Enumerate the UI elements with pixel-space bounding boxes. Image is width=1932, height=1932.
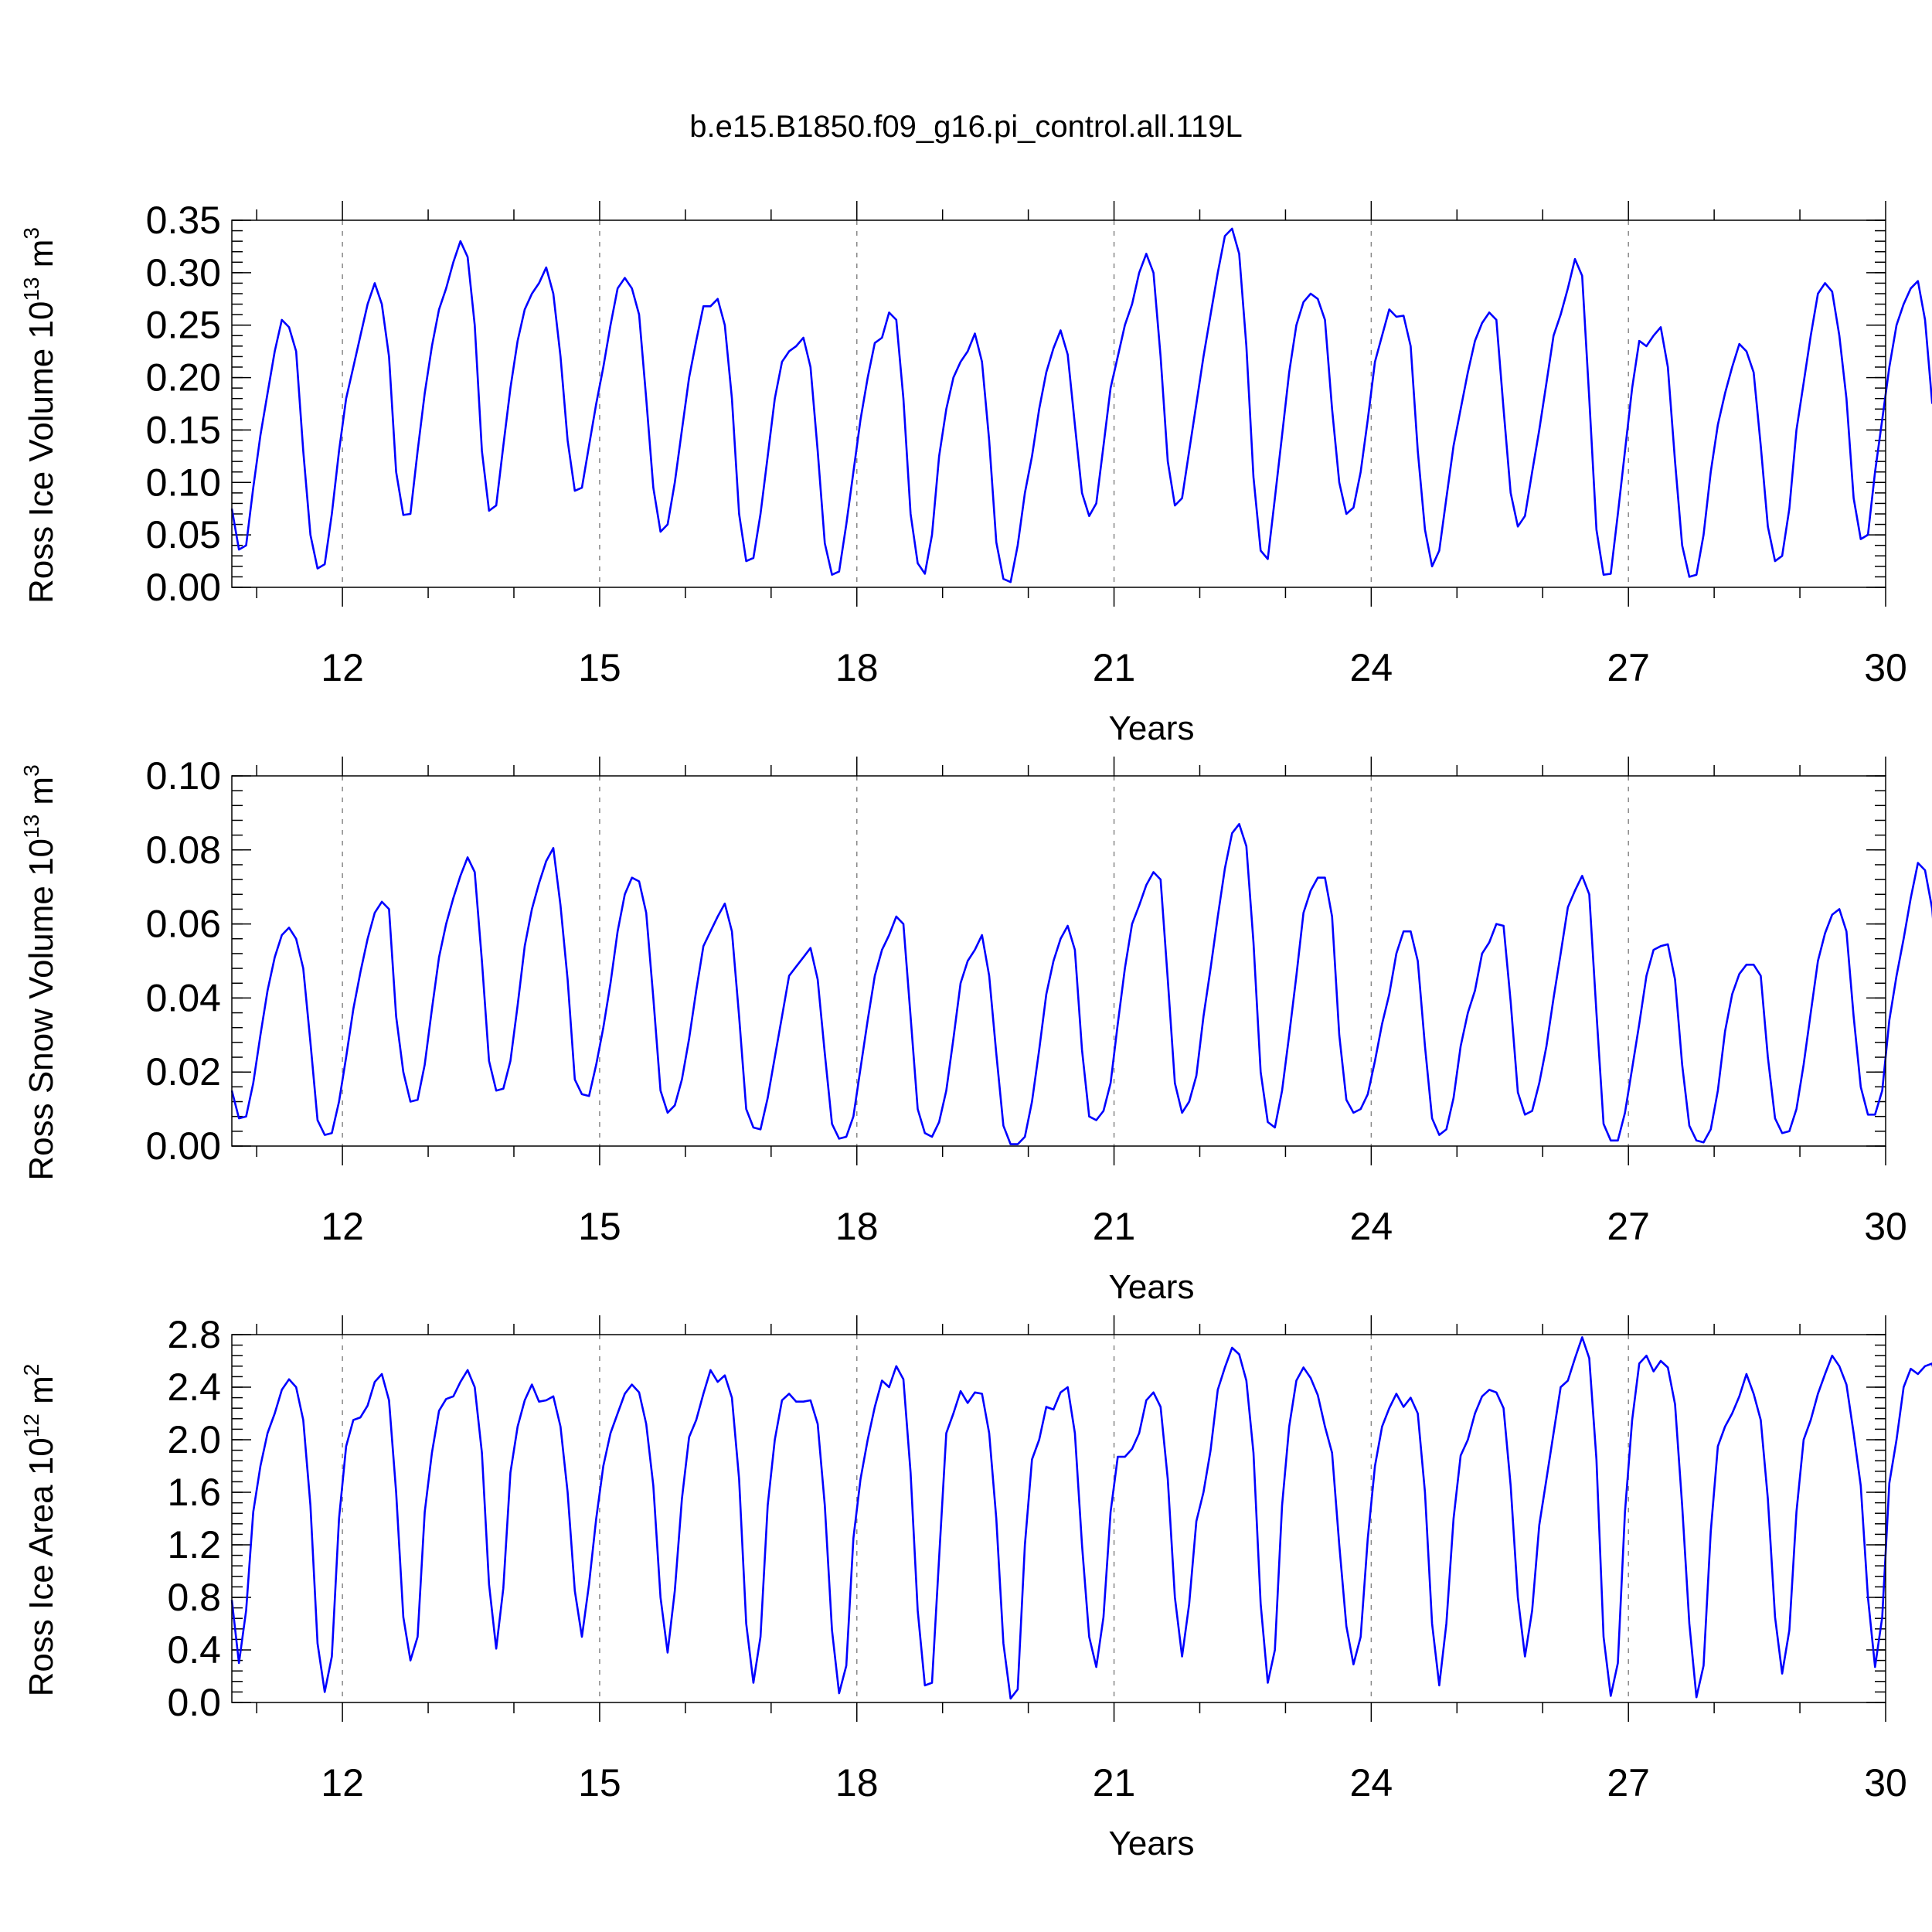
x-tick-label: 21 xyxy=(1093,1205,1136,1248)
y-axis-title: Ross Snow Volume 1013 m3 xyxy=(19,764,60,1180)
x-tick-label: 12 xyxy=(321,1205,364,1248)
x-tick-label: 15 xyxy=(578,1205,621,1248)
y-axis-title: Ross Ice Area 1012 m2 xyxy=(19,1364,60,1697)
y-tick-label: 2.0 xyxy=(167,1418,221,1461)
y-tick-label: 0.02 xyxy=(146,1050,221,1094)
y-tick-label: 0.35 xyxy=(146,199,221,242)
y-axis-title-part: m xyxy=(22,777,60,815)
series-line xyxy=(230,823,1932,1145)
y-tick-label: 2.8 xyxy=(167,1313,221,1356)
x-axis-title: Years xyxy=(1109,1268,1195,1306)
y-tick-label: 0.08 xyxy=(146,828,221,872)
y-tick-label: 0.25 xyxy=(146,304,221,347)
series-line xyxy=(230,1336,1932,1700)
x-tick-label: 12 xyxy=(321,1761,364,1804)
y-tick-label: 0.00 xyxy=(146,1124,221,1168)
panel-3: 0.0 0.4 0.8 1.2 1.6 2.0 2.4 2.8 12 15 18 21 24 27 30 Ye… xyxy=(19,1313,1932,1862)
plot-frame xyxy=(231,775,1886,1147)
y-tick-label: 0.00 xyxy=(146,566,221,609)
x-tick-label: 30 xyxy=(1864,1761,1907,1804)
y-axis-title-part: 13 xyxy=(19,277,43,301)
chart-title: b.e15.B1850.f09_g16.pi_control.all.119L xyxy=(689,110,1242,144)
x-tick-label: 27 xyxy=(1607,1761,1650,1804)
x-tick-label: 21 xyxy=(1093,1761,1136,1804)
y-axis-title-part: m xyxy=(22,1376,60,1413)
x-tick-label: 18 xyxy=(835,1761,879,1804)
x-tick-label: 27 xyxy=(1607,1205,1650,1248)
series-line xyxy=(230,227,1932,583)
y-tick-label: 0.0 xyxy=(167,1681,221,1724)
y-tick-label: 0.05 xyxy=(146,513,221,556)
x-tick-label: 21 xyxy=(1093,646,1136,689)
y-tick-label: 0.30 xyxy=(146,251,221,294)
x-tick-label: 18 xyxy=(835,646,879,689)
y-tick-label: 0.10 xyxy=(146,754,221,798)
plot-frame xyxy=(231,219,1886,588)
x-tick-label: 30 xyxy=(1864,646,1907,689)
x-tick-label: 27 xyxy=(1607,646,1650,689)
y-tick-label: 0.20 xyxy=(146,356,221,400)
y-axis-title-part: Ross Snow Volume 10 xyxy=(22,838,60,1181)
y-tick-label: 0.15 xyxy=(146,408,221,451)
y-axis-title-part: m xyxy=(22,240,60,277)
y-tick-label: 0.06 xyxy=(146,903,221,946)
x-tick-label: 15 xyxy=(578,646,621,689)
y-tick-label: 0.8 xyxy=(167,1576,221,1619)
x-tick-label: 24 xyxy=(1350,1205,1393,1248)
x-axis-title: Years xyxy=(1109,709,1195,747)
x-tick-label: 30 xyxy=(1864,1205,1907,1248)
x-tick-label: 18 xyxy=(835,1205,879,1248)
y-tick-label: 1.6 xyxy=(167,1471,221,1514)
panel-2: 0.00 0.02 0.04 0.06 0.08 0.10 12 15 18 21 24 27 30 Ye… xyxy=(19,754,1932,1306)
y-tick-label: 0.10 xyxy=(146,461,221,504)
y-axis-title: Ross Ice Volume 1013 m3 xyxy=(19,227,60,604)
y-tick-label: 0.04 xyxy=(146,976,221,1019)
y-axis-title-part: 2 xyxy=(19,1364,43,1376)
y-tick-label: 2.4 xyxy=(167,1366,221,1409)
x-tick-label: 12 xyxy=(321,646,364,689)
y-axis-title-part: Ross Ice Volume 10 xyxy=(22,301,60,604)
y-axis-title-part: Ross Ice Area 10 xyxy=(22,1437,60,1696)
y-axis-title-part: 3 xyxy=(19,764,43,777)
panel-1: 0.00 0.05 0.10 0.15 0.20 0.25 0.30 0.35 12 15 18 21… xyxy=(19,199,1932,747)
y-axis-title-part: 13 xyxy=(19,815,43,838)
x-tick-label: 24 xyxy=(1350,646,1393,689)
plot-frame xyxy=(231,1334,1886,1703)
x-tick-label: 15 xyxy=(578,1761,621,1804)
x-axis-title: Years xyxy=(1109,1825,1195,1862)
y-axis-title-part: 12 xyxy=(19,1413,43,1437)
y-axis-title-part: 3 xyxy=(19,227,43,240)
y-tick-label: 0.4 xyxy=(167,1628,221,1672)
y-tick-label: 1.2 xyxy=(167,1523,221,1566)
x-tick-label: 24 xyxy=(1350,1761,1393,1804)
